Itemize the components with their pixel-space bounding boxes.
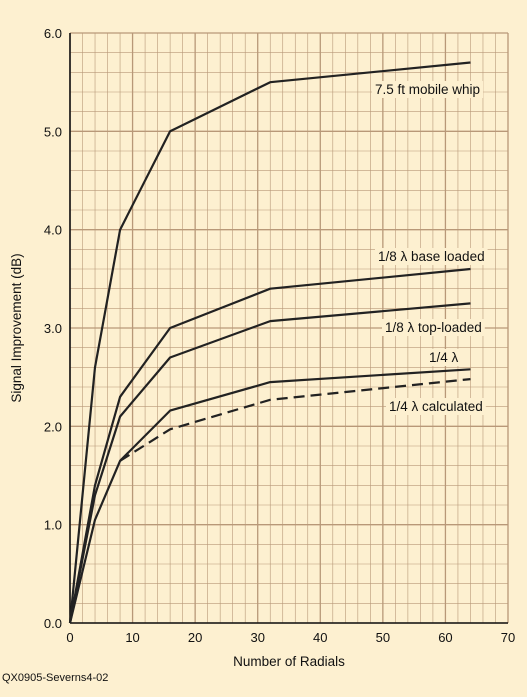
series-line (68, 267, 471, 624)
x-tick-label: 60 (438, 630, 452, 645)
x-tick-label: 30 (250, 630, 264, 645)
axes: 0 10 20 30 40 50 60 70 0.0 1.0 2.0 3.0 4.0 5.0 6.0 (44, 26, 515, 645)
x-axis-title: Number of Radials (233, 654, 345, 669)
series-label: 1/4 λ (429, 350, 459, 365)
y-tick-label: 1.0 (44, 518, 62, 533)
y-axis-title: Signal Improvement (dB) (9, 253, 24, 402)
y-tick-label: 2.0 (44, 419, 62, 434)
x-tick-label: 70 (501, 630, 515, 645)
x-tick-label: 50 (376, 630, 390, 645)
series-label: 1/8 λ base loaded (378, 249, 485, 264)
y-tick-label: 6.0 (44, 26, 62, 41)
y-tick-label: 3.0 (44, 321, 62, 336)
series-labels: 7.5 ft mobile whip 1/8 λ base loaded 1/8 λ… (372, 81, 488, 415)
series-label-background (372, 81, 484, 98)
x-tick-label: 10 (125, 630, 139, 645)
series-label-background (375, 248, 488, 265)
y-tick-label: 0.0 (44, 616, 62, 631)
x-tick-label: 20 (188, 630, 202, 645)
series-label-background (382, 319, 485, 336)
x-tick-label: 40 (313, 630, 327, 645)
series-label-background (386, 398, 486, 415)
x-tick-label: 0 (66, 630, 73, 645)
series-label: 7.5 ft mobile whip (375, 82, 480, 97)
series-line (119, 378, 471, 462)
series-lines (68, 61, 471, 624)
series-line (68, 302, 471, 624)
grid (69, 32, 509, 624)
y-tick-label: 4.0 (44, 223, 62, 238)
series-label: 1/4 λ calculated (389, 399, 483, 414)
y-tick-label: 5.0 (44, 124, 62, 139)
series-line (68, 61, 471, 624)
series-line (68, 368, 471, 624)
figure-caption: QX0905-Severns4-02 (2, 672, 108, 684)
series-label: 1/8 λ top-loaded (385, 320, 482, 335)
series-label-background (426, 349, 462, 366)
